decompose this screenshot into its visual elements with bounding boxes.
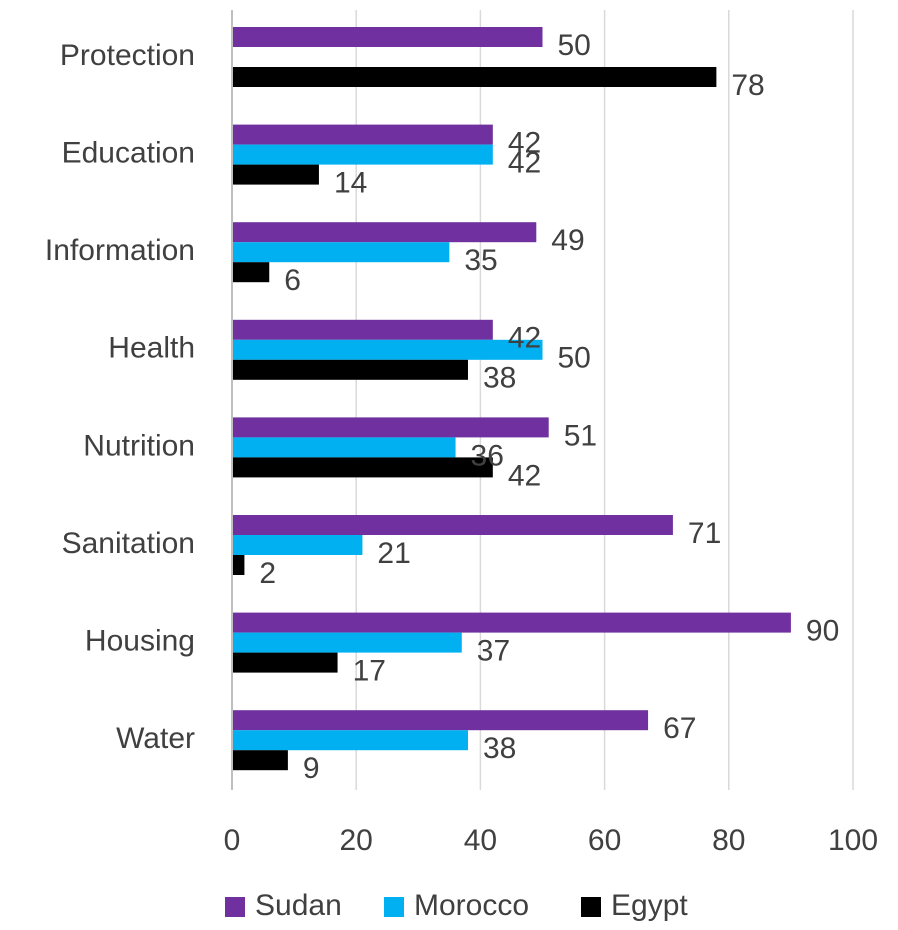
- tick-label-80: 80: [712, 824, 745, 857]
- bar-sudan-water: [232, 710, 649, 731]
- bar-morocco-housing: [232, 632, 462, 653]
- data-label-morocco-sanitation: 21: [377, 537, 410, 570]
- category-labels: Protection Education Information Health Nutr…: [45, 39, 195, 755]
- data-label-sudan-water: 67: [663, 712, 696, 745]
- data-label-morocco-education: 42: [508, 147, 541, 180]
- data-label-sudan-education: 42: [508, 127, 541, 160]
- bar-morocco-health: [232, 339, 543, 360]
- data-labels: 5078424214493564250385136427121290371767…: [259, 29, 839, 785]
- bar-sudan-protection: [232, 27, 543, 47]
- category-label-education: Education: [62, 137, 195, 170]
- bar-morocco-education: [232, 144, 493, 165]
- tick-label-0: 0: [224, 824, 241, 857]
- bar-morocco-information: [232, 242, 450, 263]
- data-label-sudan-protection: 50: [558, 29, 591, 62]
- tick-label-20: 20: [340, 824, 373, 857]
- legend-label-morocco: Morocco: [414, 889, 529, 922]
- data-label-egypt-education: 14: [334, 167, 367, 200]
- data-label-egypt-sanitation: 2: [259, 557, 276, 590]
- bar-egypt-health: [232, 359, 468, 380]
- legend-swatch-morocco: [384, 897, 404, 917]
- data-label-egypt-nutrition: 42: [508, 459, 541, 492]
- bar-sudan-sanitation: [232, 515, 673, 535]
- bar-sudan-nutrition: [232, 417, 549, 438]
- category-label-sanitation: Sanitation: [62, 527, 195, 560]
- data-label-egypt-health: 38: [483, 362, 516, 395]
- data-label-morocco-water: 38: [483, 732, 516, 765]
- category-label-housing: Housing: [85, 625, 195, 658]
- category-label-nutrition: Nutrition: [83, 429, 195, 462]
- category-label-water: Water: [116, 722, 195, 755]
- bar-morocco-sanitation: [232, 535, 363, 555]
- data-label-morocco-housing: 37: [477, 635, 510, 668]
- data-label-morocco-health: 50: [558, 342, 591, 375]
- tick-labels: 0 20 40 60 80 100: [224, 824, 878, 857]
- legend-swatch-sudan: [225, 897, 245, 917]
- bar-egypt-protection: [232, 67, 717, 87]
- legend-label-egypt: Egypt: [611, 889, 688, 922]
- bar-morocco-water: [232, 730, 468, 751]
- data-label-morocco-nutrition: 36: [471, 439, 504, 472]
- legend: Sudan Morocco Egypt: [225, 889, 688, 922]
- category-label-protection: Protection: [60, 39, 195, 72]
- bar-egypt-education: [232, 164, 319, 185]
- legend-label-sudan: Sudan: [255, 889, 342, 922]
- bar-morocco-nutrition: [232, 437, 456, 458]
- tick-label-60: 60: [588, 824, 621, 857]
- data-label-egypt-information: 6: [284, 264, 301, 297]
- data-label-sudan-health: 42: [508, 322, 541, 355]
- data-label-egypt-housing: 17: [353, 655, 386, 688]
- data-label-egypt-water: 9: [303, 752, 320, 785]
- bar-egypt-sanitation: [232, 555, 245, 575]
- category-label-information: Information: [45, 234, 195, 267]
- bar-sudan-housing: [232, 612, 791, 633]
- data-label-morocco-information: 35: [464, 244, 497, 277]
- bar-sudan-education: [232, 124, 493, 145]
- data-label-egypt-protection: 78: [731, 69, 764, 102]
- data-label-sudan-housing: 90: [806, 615, 839, 648]
- bar-sudan-information: [232, 222, 537, 243]
- data-label-sudan-information: 49: [551, 224, 584, 257]
- bar-egypt-water: [232, 750, 288, 771]
- bar-egypt-nutrition: [232, 457, 493, 478]
- legend-swatch-egypt: [581, 897, 601, 917]
- bar-egypt-information: [232, 262, 270, 283]
- bars: [232, 27, 791, 771]
- bar-egypt-housing: [232, 652, 338, 673]
- category-label-health: Health: [108, 332, 195, 365]
- data-label-sudan-sanitation: 71: [688, 517, 721, 550]
- tick-label-100: 100: [828, 824, 878, 857]
- tick-label-40: 40: [464, 824, 497, 857]
- bar-sudan-health: [232, 319, 493, 340]
- data-label-sudan-nutrition: 51: [564, 419, 597, 452]
